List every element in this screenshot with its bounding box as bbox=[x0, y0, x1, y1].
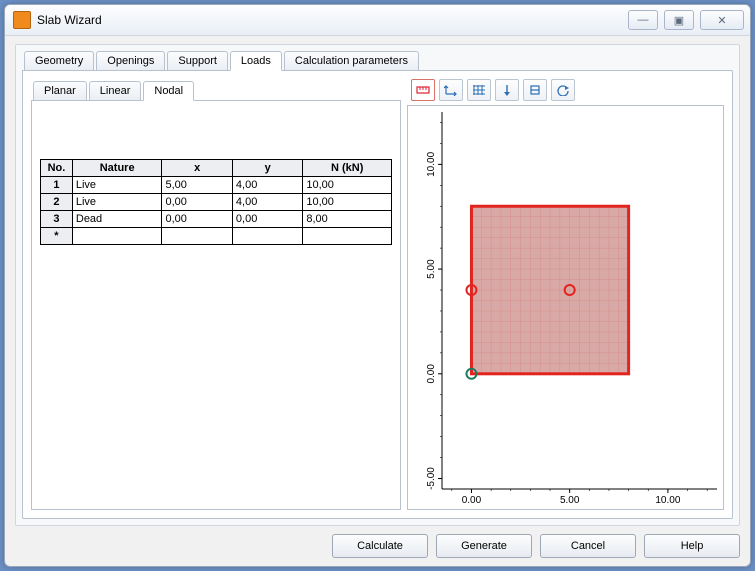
slab-wizard-window: Slab Wizard — ▣ ✕ Geometry Openings Supp… bbox=[4, 4, 751, 567]
cell-y[interactable]: 4,00 bbox=[232, 194, 302, 211]
calculate-button[interactable]: Calculate bbox=[332, 534, 428, 558]
row-header: 3 bbox=[41, 211, 73, 228]
col-header-y: y bbox=[232, 160, 302, 177]
svg-text:5.00: 5.00 bbox=[426, 259, 437, 279]
cell-y[interactable]: 0,00 bbox=[232, 211, 302, 228]
svg-text:-5.00: -5.00 bbox=[426, 467, 437, 490]
sub-tab-planar[interactable]: Planar bbox=[33, 81, 87, 101]
minimize-button[interactable]: — bbox=[628, 10, 658, 30]
cell-x[interactable]: 0,00 bbox=[162, 194, 232, 211]
sub-tab-linear[interactable]: Linear bbox=[89, 81, 142, 101]
cell-nature[interactable]: Live bbox=[72, 194, 162, 211]
svg-text:10.00: 10.00 bbox=[426, 151, 437, 176]
grid-icon[interactable] bbox=[467, 79, 491, 101]
cancel-button[interactable]: Cancel bbox=[540, 534, 636, 558]
cell-nature[interactable]: Live bbox=[72, 177, 162, 194]
preview-canvas[interactable]: 0.00 5.00 10.00 -5.00 0.00 5.00 10.00 bbox=[407, 105, 724, 510]
table-row[interactable]: 2Live0,004,0010,00 bbox=[41, 194, 392, 211]
ruler-icon[interactable] bbox=[411, 79, 435, 101]
cell-y[interactable]: 4,00 bbox=[232, 177, 302, 194]
svg-text:0.00: 0.00 bbox=[426, 364, 437, 384]
col-header-no: No. bbox=[41, 160, 73, 177]
structure-icon[interactable] bbox=[523, 79, 547, 101]
window-title: Slab Wizard bbox=[37, 13, 628, 27]
sub-tab-nodal[interactable]: Nodal bbox=[143, 81, 194, 101]
table-row[interactable]: 1Live5,004,0010,00 bbox=[41, 177, 392, 194]
axes-icon[interactable] bbox=[439, 79, 463, 101]
svg-text:5.00: 5.00 bbox=[560, 495, 580, 506]
app-icon bbox=[13, 11, 31, 29]
close-button[interactable]: ✕ bbox=[700, 10, 744, 30]
tab-geometry[interactable]: Geometry bbox=[24, 51, 94, 71]
arrow-down-icon[interactable] bbox=[495, 79, 519, 101]
tab-calculation-parameters[interactable]: Calculation parameters bbox=[284, 51, 419, 71]
col-header-n: N (kN) bbox=[303, 160, 392, 177]
tab-support[interactable]: Support bbox=[167, 51, 228, 71]
table-new-row[interactable]: * bbox=[41, 228, 392, 245]
maximize-button[interactable]: ▣ bbox=[664, 10, 694, 30]
cell-n[interactable]: 8,00 bbox=[303, 211, 392, 228]
row-header: 2 bbox=[41, 194, 73, 211]
preview-toolbar bbox=[407, 79, 724, 105]
loads-sub-tab-strip: Planar Linear Nodal bbox=[31, 81, 401, 101]
cell-n[interactable]: 10,00 bbox=[303, 177, 392, 194]
row-header: 1 bbox=[41, 177, 73, 194]
cell-nature[interactable]: Dead bbox=[72, 211, 162, 228]
window-controls: — ▣ ✕ bbox=[628, 10, 744, 30]
col-header-nature: Nature bbox=[72, 160, 162, 177]
outer-panel: Geometry Openings Support Loads Calculat… bbox=[15, 44, 740, 526]
table-row[interactable]: 3Dead0,000,008,00 bbox=[41, 211, 392, 228]
cell-x[interactable]: 5,00 bbox=[162, 177, 232, 194]
row-header-new: * bbox=[41, 228, 73, 245]
tab-openings[interactable]: Openings bbox=[96, 51, 165, 71]
loads-panel: Planar Linear Nodal No. Nature x bbox=[22, 70, 733, 519]
col-header-x: x bbox=[162, 160, 232, 177]
main-tab-strip: Geometry Openings Support Loads Calculat… bbox=[22, 51, 733, 71]
svg-text:0.00: 0.00 bbox=[462, 495, 482, 506]
dialog-footer: Calculate Generate Cancel Help bbox=[15, 526, 740, 558]
generate-button[interactable]: Generate bbox=[436, 534, 532, 558]
preview-column: 0.00 5.00 10.00 -5.00 0.00 5.00 10.00 bbox=[407, 79, 724, 510]
client-area: Geometry Openings Support Loads Calculat… bbox=[5, 36, 750, 566]
loads-left-column: Planar Linear Nodal No. Nature x bbox=[31, 79, 401, 510]
rotate-icon[interactable] bbox=[551, 79, 575, 101]
help-button[interactable]: Help bbox=[644, 534, 740, 558]
tab-loads[interactable]: Loads bbox=[230, 51, 282, 71]
nodal-loads-body: No. Nature x y N (kN) 1Live5,004,0010,00… bbox=[31, 100, 401, 510]
titlebar: Slab Wizard — ▣ ✕ bbox=[5, 5, 750, 36]
cell-x[interactable]: 0,00 bbox=[162, 211, 232, 228]
svg-text:10.00: 10.00 bbox=[655, 495, 680, 506]
cell-n[interactable]: 10,00 bbox=[303, 194, 392, 211]
nodal-loads-table[interactable]: No. Nature x y N (kN) 1Live5,004,0010,00… bbox=[40, 159, 392, 245]
